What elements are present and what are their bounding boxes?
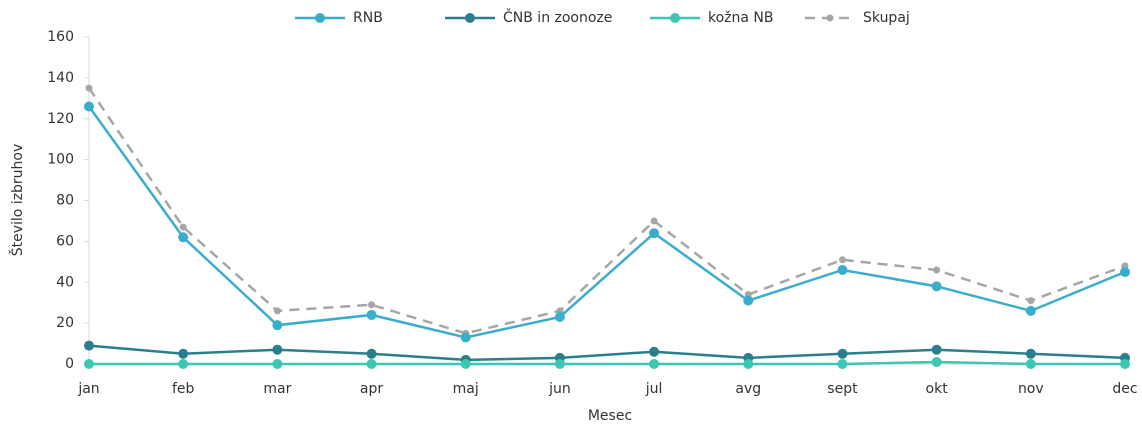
point [933,266,941,274]
series-line [87,87,1126,335]
x-tick-label: nov [1018,381,1044,397]
point [838,256,846,264]
y-tick-label: 100 [47,152,74,168]
point [273,307,281,315]
point [84,359,94,369]
x-tick-label: dec [1112,381,1137,397]
point [649,228,660,239]
point [84,101,94,112]
y-tick-label: 140 [47,70,74,86]
point [272,320,283,331]
x-tick-label: avg [735,381,761,397]
x-tick-label: jul [645,381,663,397]
y-tick-label: 120 [47,111,74,127]
x-tick-label: sept [827,381,858,397]
point [649,359,660,369]
point [837,359,848,369]
point [366,359,377,369]
point [179,223,187,231]
y-tick-label: 160 [47,29,74,45]
y-tick-label: 0 [65,356,74,372]
legend-label: RNB [353,10,383,26]
point [554,359,565,369]
point [178,359,189,369]
x-tick-label: jun [548,381,571,397]
x-tick-label: mar [263,381,291,397]
y-tick-label: 20 [56,315,74,331]
x-tick-label: apr [360,381,383,397]
point [743,295,754,306]
point [931,281,942,292]
point [366,309,377,320]
x-axis-label: Mesec [588,408,632,424]
point [1027,297,1035,305]
point [85,84,93,92]
point [1025,348,1036,359]
legend-label: ČNB in zoonoze [503,8,612,26]
point [650,217,658,225]
y-tick-label: 40 [56,274,74,290]
point [837,264,848,275]
point [649,346,660,357]
point [1120,359,1130,369]
point [931,344,942,355]
x-tick-label: feb [172,381,195,397]
legend-marker [670,13,680,23]
point [1025,359,1036,369]
point [368,301,376,309]
legend-label: Skupaj [863,10,910,26]
point [460,332,471,343]
x-tick-label: okt [926,381,949,397]
point [272,359,283,369]
series-line [87,105,1126,339]
point [1120,267,1130,278]
legend-label: kožna NB [708,10,774,26]
y-axis-label: Število izbruhov [8,144,26,257]
legend-marker [315,13,325,23]
point [178,232,189,243]
legend-marker [826,14,834,22]
point [84,340,94,351]
point [1025,305,1036,316]
point [743,359,754,369]
point [931,356,942,367]
legend-marker [465,13,475,23]
point [460,359,471,369]
point [272,344,283,355]
point [554,311,565,322]
point [837,348,848,359]
x-tick-label: jan [77,381,99,397]
series-line [89,360,1125,366]
point [178,348,189,359]
y-tick-label: 80 [56,193,74,209]
point [366,348,377,359]
y-tick-label: 60 [56,233,74,249]
series-line [88,344,1126,362]
x-tick-label: maj [453,381,479,397]
